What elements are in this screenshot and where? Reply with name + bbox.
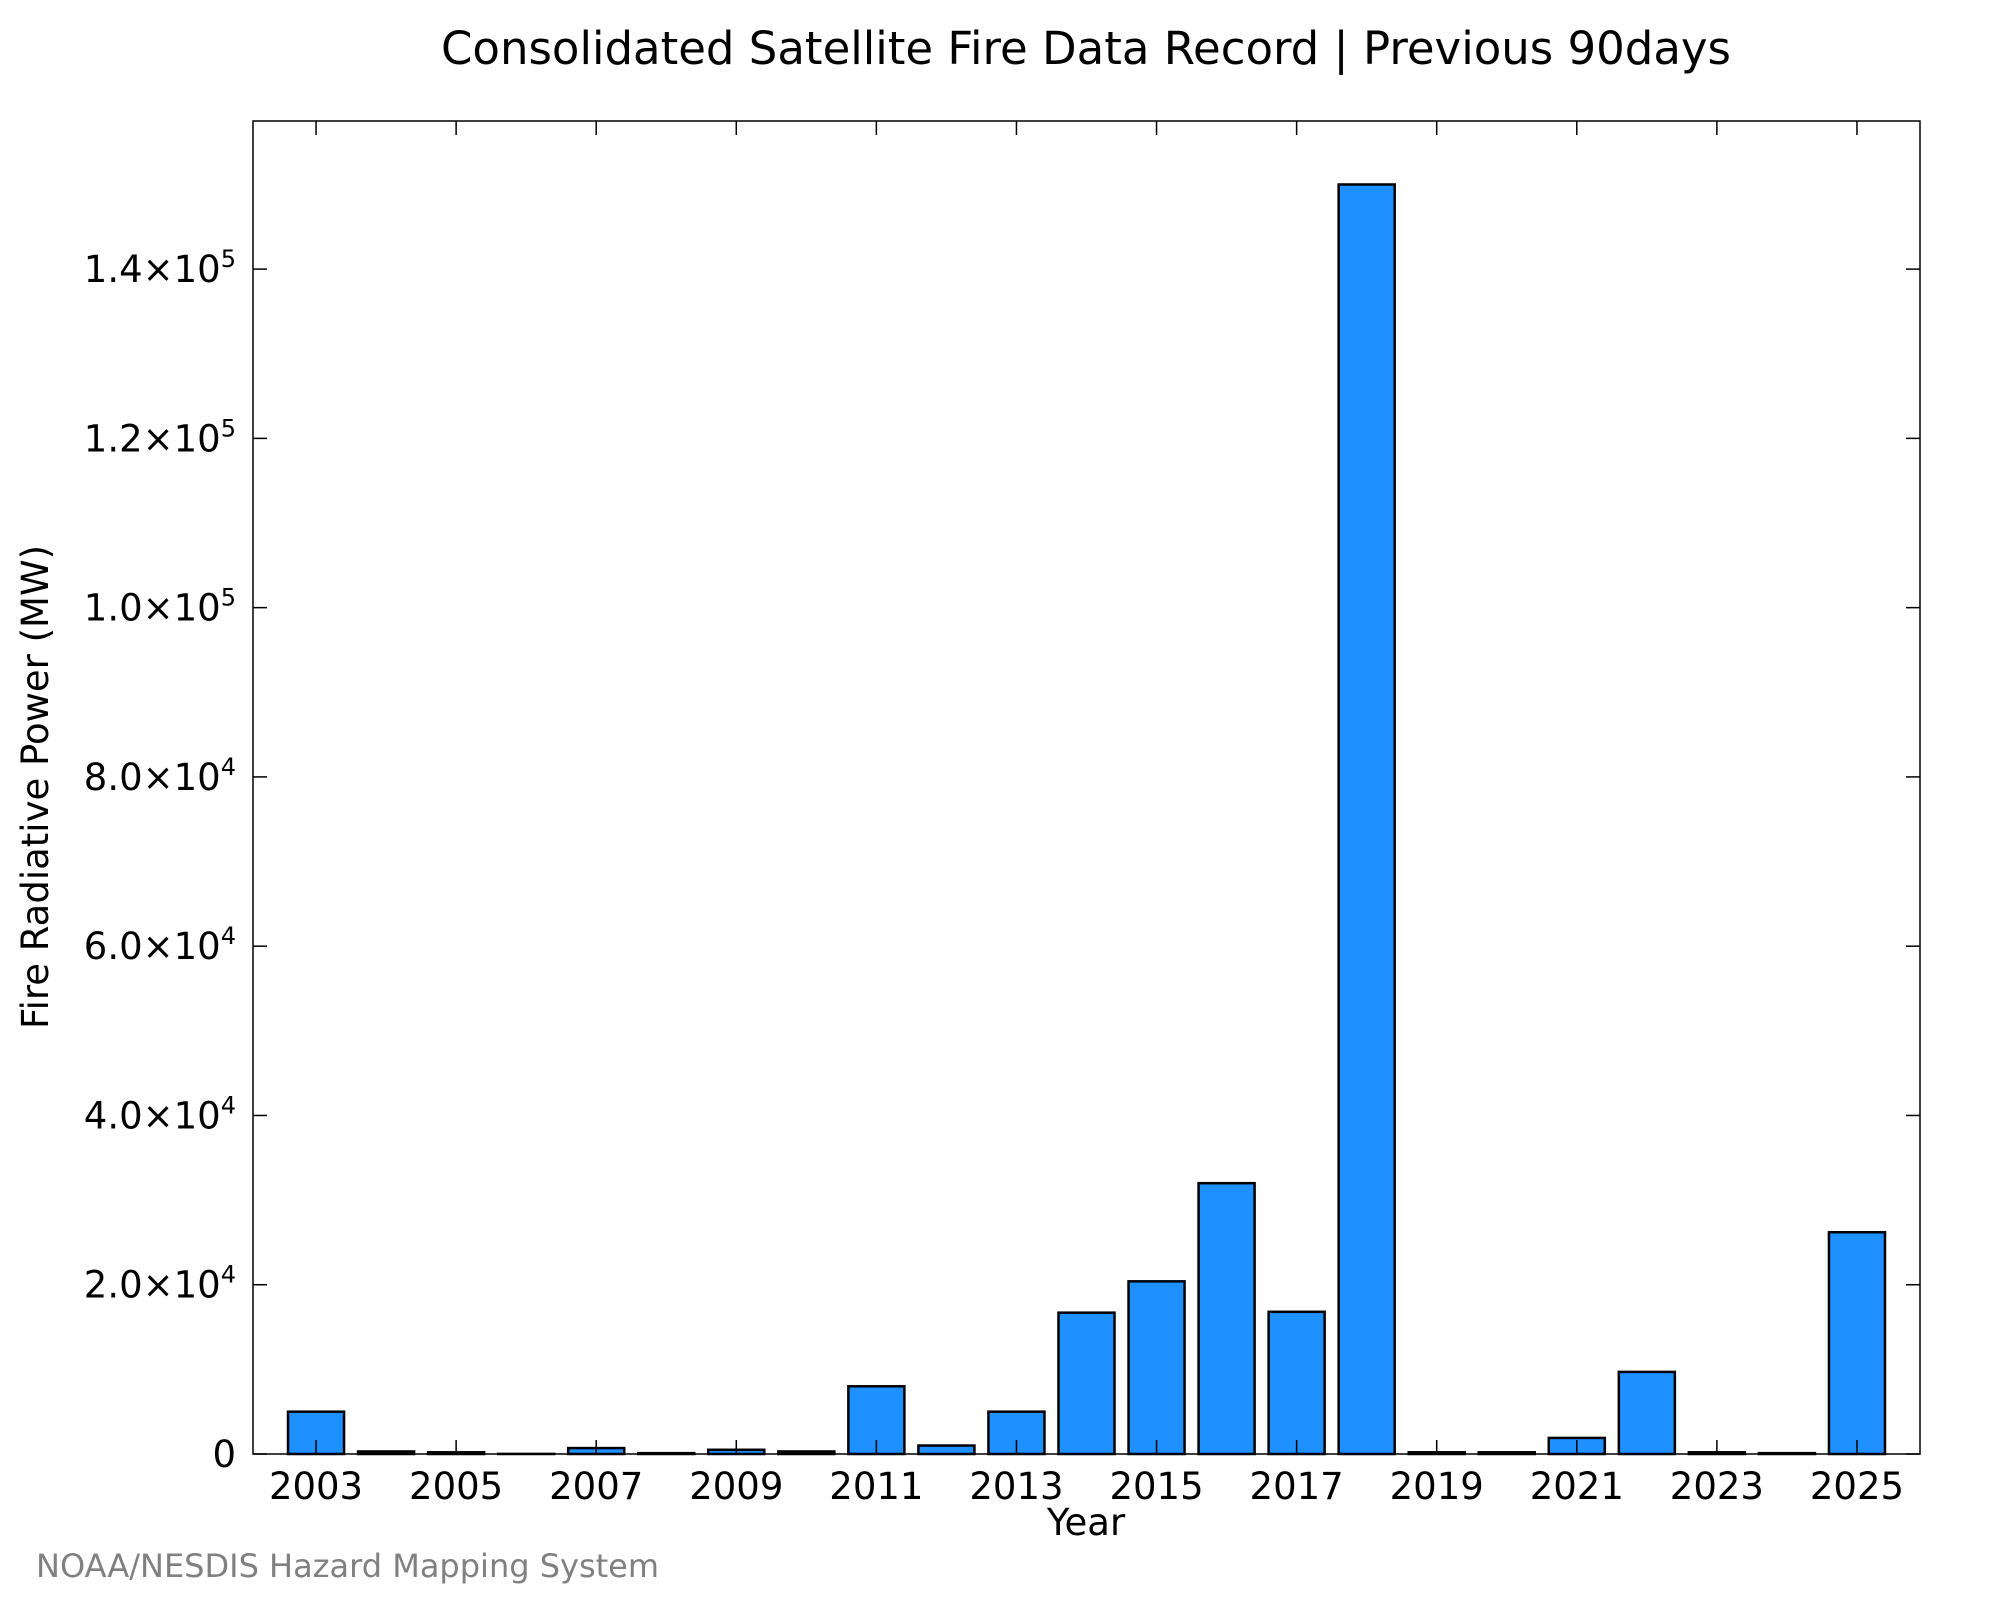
y-tick-label-80000: 8.0×104	[84, 753, 236, 799]
y-tick-label-0: 0	[212, 1433, 236, 1476]
y-tick-label-140000: 1.4×105	[84, 245, 236, 291]
x-tick-label-2005: 2005	[409, 1465, 503, 1508]
x-tick-label-2007: 2007	[549, 1465, 643, 1508]
bar-2017	[1267, 1310, 1326, 1456]
bar-2016	[1197, 1181, 1256, 1456]
y-tick-label-100000: 1.0×105	[84, 584, 236, 630]
x-tick-label-2003: 2003	[269, 1465, 363, 1508]
y-tick-label-60000: 6.0×104	[84, 922, 236, 968]
bar-2018	[1337, 183, 1396, 1456]
x-tick-label-2021: 2021	[1530, 1465, 1624, 1508]
x-tick-label-2023: 2023	[1670, 1465, 1764, 1508]
bar-2022	[1617, 1370, 1677, 1456]
plot-frame	[252, 120, 1921, 1455]
bar-2015	[1127, 1280, 1186, 1456]
y-tick-label-20000: 2.0×104	[84, 1261, 236, 1307]
x-tick-label-2025: 2025	[1810, 1465, 1904, 1508]
ticks-layer: 2003 2005 2007 2009 2011 2013 2015 2017 2019 2021…	[84, 121, 1920, 1508]
credit-text: NOAA/NESDIS Hazard Mapping System	[36, 1547, 659, 1585]
x-tick-label-2019: 2019	[1390, 1465, 1484, 1508]
bar-2014	[1057, 1311, 1116, 1456]
x-tick-label-2015: 2015	[1109, 1465, 1203, 1508]
bars-layer	[286, 183, 1887, 1456]
chart-title: Consolidated Satellite Fire Data Record …	[441, 22, 1731, 75]
x-tick-label-2011: 2011	[829, 1465, 923, 1508]
y-axis-label: Fire Radiative Power (MW)	[14, 545, 57, 1029]
bar-2012	[917, 1444, 976, 1456]
y-tick-label-40000: 4.0×104	[84, 1091, 236, 1137]
x-tick-label-2017: 2017	[1250, 1465, 1344, 1508]
bar-2025	[1827, 1231, 1887, 1456]
x-tick-label-2013: 2013	[969, 1465, 1063, 1508]
y-tick-label-120000: 1.2×105	[84, 414, 236, 460]
x-axis-label: Year	[1046, 1501, 1126, 1544]
x-tick-label-2009: 2009	[689, 1465, 783, 1508]
